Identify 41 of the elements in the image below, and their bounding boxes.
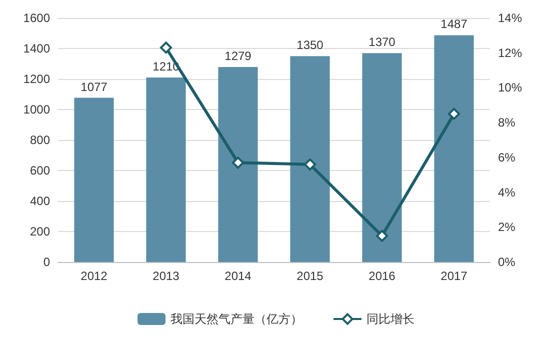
point [448,108,460,120]
data-label: 1279 [224,48,252,63]
point [304,158,316,170]
y-tick-label: 1000 [23,102,50,116]
bar [290,56,330,262]
y2-tick-label: 12% [498,46,522,60]
x-tick-label: 2016 [368,269,396,283]
data-label: 1487 [440,17,468,32]
x-tick-label: 2015 [296,269,324,283]
data-label: 1077 [80,80,108,94]
y2-tick-label: 0% [498,255,516,269]
y2-tick-label: 14% [498,11,522,25]
bar [146,77,186,262]
x-tick-label: 2017 [440,269,468,283]
point [232,156,244,169]
x-tick-label: 2014 [224,269,252,283]
y-tick-label: 0 [43,255,50,269]
y-tick-label: 1400 [23,42,50,56]
bar [74,98,114,262]
bar [218,66,258,262]
legend-label: 同比增长 [366,312,414,326]
y2-tick-label: 10% [498,80,522,95]
bar [434,35,474,262]
y-tick-label: 600 [30,164,50,178]
point [376,230,388,242]
point [160,42,172,54]
y-tick-label: 200 [30,224,50,238]
x-tick-label: 2013 [152,269,180,283]
y2-tick-label: 6% [498,150,516,164]
bar [362,53,402,262]
y-tick-label: 1600 [23,11,50,25]
y2-tick-label: 2% [498,220,516,234]
y-tick-label: 800 [30,133,50,147]
x-tick-label: 2012 [80,269,108,283]
y-tick-label: 400 [30,194,50,208]
y2-tick-label: 4% [498,185,516,200]
y2-tick-label: 8% [498,116,516,130]
data-label: 1350 [296,38,324,52]
legend-label: 我国天然气产量（亿方） [170,312,302,326]
y-tick-label: 1200 [23,72,50,86]
data-label: 1370 [368,35,396,50]
